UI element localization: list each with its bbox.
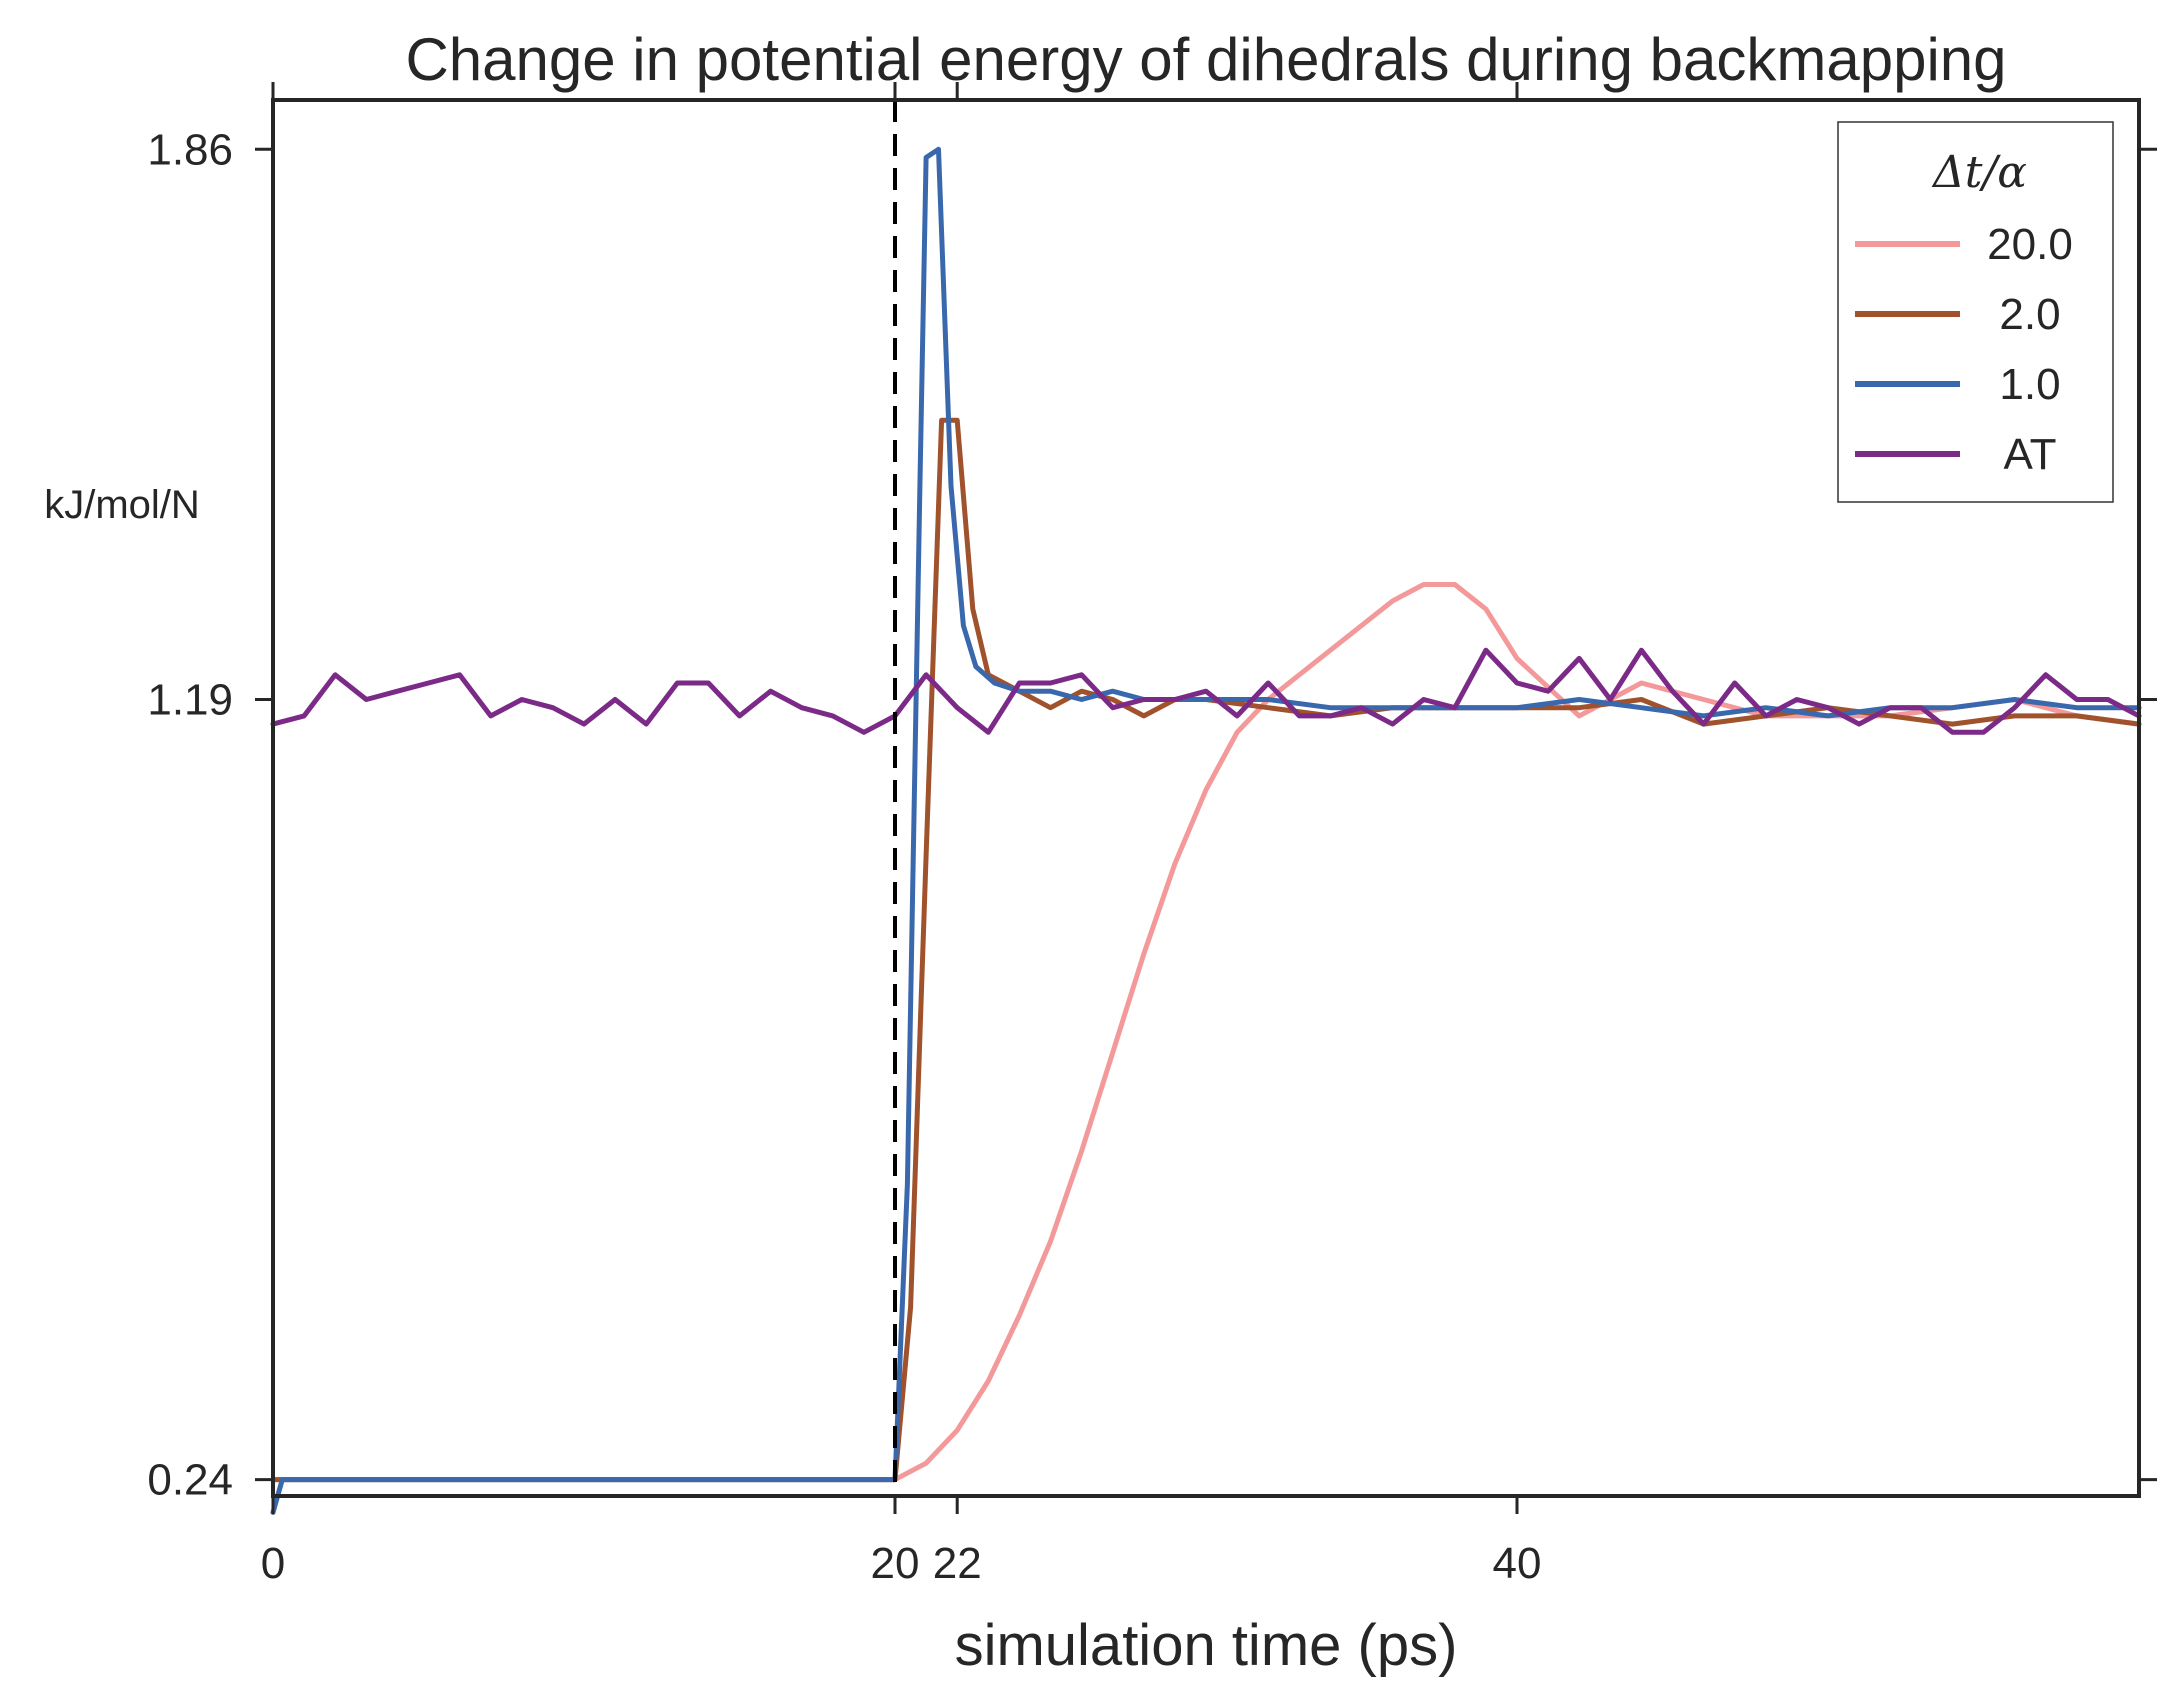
x-axis-label: simulation time (ps) — [955, 1613, 1458, 1678]
legend-label: AT — [2004, 430, 2057, 479]
y-tick-label: 0.24 — [147, 1456, 233, 1505]
y-tick-label: 1.19 — [147, 675, 233, 724]
legend-label: 20.0 — [1987, 220, 2073, 269]
y-tick-label: 1.86 — [147, 125, 233, 174]
x-tick-label: 20 — [871, 1539, 920, 1588]
x-tick-label: 40 — [1493, 1539, 1542, 1588]
x-tick-label: 0 — [261, 1539, 285, 1588]
legend-label: 1.0 — [1999, 360, 2060, 409]
legend: Δt/α 20.0 2.0 1.0 AT — [1837, 121, 2114, 503]
legend-label: 2.0 — [1999, 290, 2060, 339]
plot-frame — [271, 98, 2141, 1498]
legend-items: 20.0 2.0 1.0 AT — [1855, 220, 2073, 479]
legend-title: Δt/α — [1931, 147, 2027, 198]
x-tick-label: 22 — [933, 1539, 982, 1588]
axis-ticks: 0 20 22 40 0.24 1.19 1.86 — [147, 82, 2157, 1588]
series-line-3 — [270, 647, 2142, 735]
series-layer — [270, 146, 2142, 1515]
plot-background — [273, 100, 2139, 1496]
chart-title: Change in potential energy of dihedrals … — [405, 26, 2006, 93]
y-axis-label: kJ/mol/N — [44, 483, 200, 527]
